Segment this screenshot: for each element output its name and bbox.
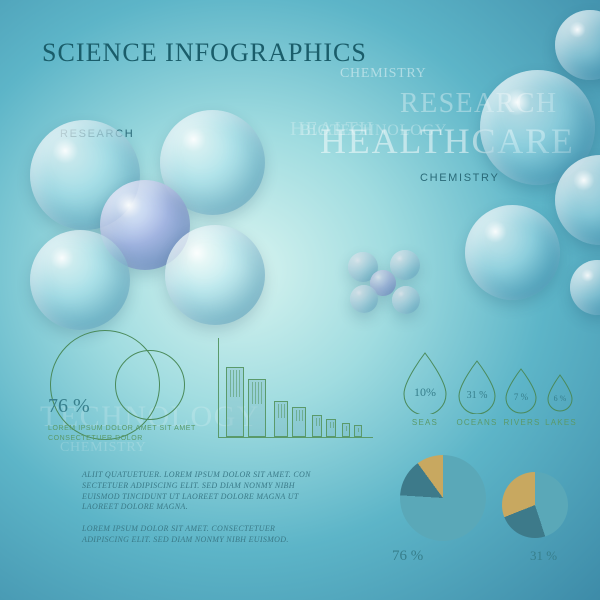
drop-icon: 7 % xyxy=(502,366,540,414)
chart-axis-y xyxy=(218,338,219,438)
drop-value: 10% xyxy=(414,385,436,399)
drop-label: RIVERS xyxy=(500,418,544,427)
bar xyxy=(248,379,266,437)
bar xyxy=(342,423,350,437)
pie-value: 76 % xyxy=(392,548,423,565)
bg-word: CHEMISTRY xyxy=(340,66,426,82)
drop-label: OCEANS xyxy=(452,418,502,427)
pie-chart xyxy=(400,455,486,541)
molecule-sphere xyxy=(390,250,420,280)
label-chemistry: CHEMISTRY xyxy=(420,172,499,184)
molecule-sphere xyxy=(165,225,265,325)
bg-word: HEALTH xyxy=(290,118,374,141)
drop-label: LAKES xyxy=(542,418,580,427)
stat-caption: LOREM IPSUM DOLOR AMET SIT AMET CONSECTE… xyxy=(48,424,198,444)
drop-value: 7 % xyxy=(514,392,529,402)
drop-icon: 10% xyxy=(398,350,452,414)
stat-value: 76 % xyxy=(48,395,90,418)
pie-value: 31 % xyxy=(530,548,557,564)
bar xyxy=(326,419,336,437)
molecule-sphere xyxy=(555,10,600,80)
molecule-sphere xyxy=(350,285,378,313)
drop-value: 31 % xyxy=(467,390,488,401)
stat-ring xyxy=(115,350,185,420)
body-paragraph: ALIIT QUATUETUER. LOREM IPSUM DOLOR SIT … xyxy=(82,470,382,546)
drop-label: SEAS xyxy=(398,418,452,427)
drop-value: 6 % xyxy=(554,394,567,403)
molecule-sphere xyxy=(570,260,600,315)
molecule-sphere xyxy=(30,230,130,330)
pie-chart xyxy=(502,472,568,538)
bar xyxy=(274,401,288,437)
page-title: SCIENCE INFOGRAPHICS xyxy=(42,38,367,68)
bar xyxy=(226,367,244,437)
bg-word: BIOTECHNOLOGY xyxy=(300,122,447,140)
chart-axis-x xyxy=(218,437,373,438)
molecule-sphere xyxy=(392,286,420,314)
drop-icon: 31 % xyxy=(454,358,500,414)
bar xyxy=(312,415,322,437)
bar-chart xyxy=(218,338,373,438)
molecule-sphere xyxy=(465,205,560,300)
drop-icon: 6 % xyxy=(544,372,576,414)
bar xyxy=(292,407,306,437)
bar xyxy=(354,425,362,437)
